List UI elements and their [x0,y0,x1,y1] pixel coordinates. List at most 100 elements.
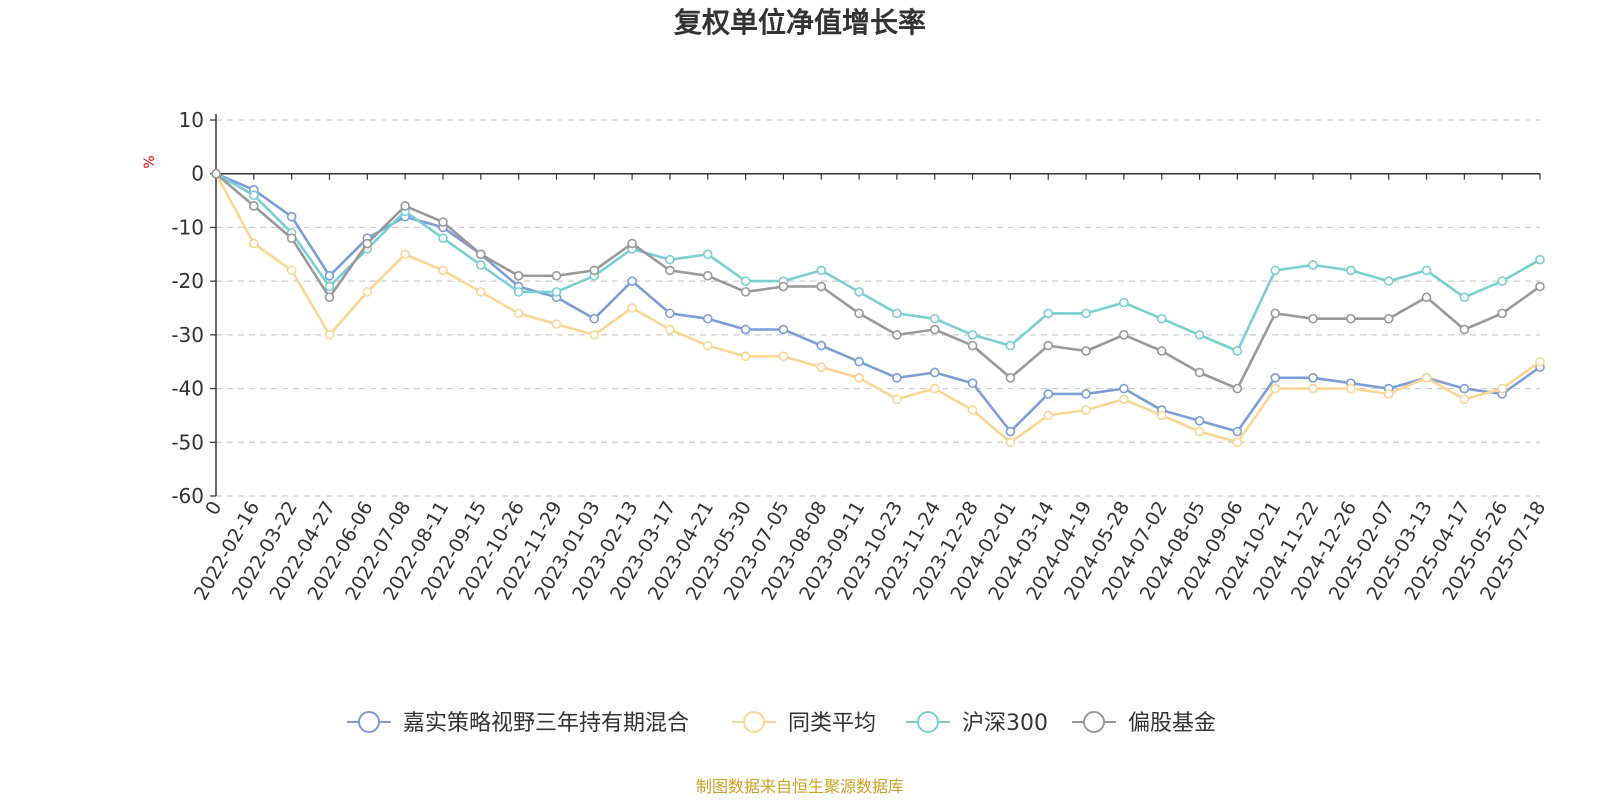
data-point [1421,373,1432,383]
data-point [702,249,713,260]
chart-title: 复权单位净值增长率 [674,6,926,39]
data-point [627,303,637,313]
data-point [740,324,751,335]
data-point [816,362,827,372]
data-point [1383,389,1394,399]
data-point [778,351,789,362]
data-point [816,340,827,351]
data-point [1156,313,1167,324]
data-point [1119,330,1129,340]
data-point [740,276,751,286]
data-point [324,292,335,303]
data-point [1043,308,1054,319]
data-point [816,265,827,276]
data-point [1421,265,1432,276]
data-point [286,265,297,276]
data-point [249,201,259,211]
y-tick-label: 0 [191,162,204,186]
series-line-1 [214,173,1541,444]
data-point [513,270,524,281]
data-point [551,287,562,297]
data-point [778,324,789,335]
data-point [1270,373,1280,383]
data-point [438,217,448,227]
data-point [929,313,940,324]
legend-label: 嘉实策略视野三年持有期混合 [403,711,689,736]
data-point [854,373,864,383]
data-point [1497,383,1507,394]
data-point [1156,346,1167,356]
data-point [1459,324,1470,335]
data-point [324,281,335,292]
data-point [929,383,940,394]
data-point [475,249,486,260]
data-point [778,281,789,292]
data-point [1308,260,1318,270]
source-note: 制图数据来自恒生聚源数据库 [696,777,904,796]
data-point [1232,426,1243,437]
data-point [1232,346,1243,356]
data-point [1005,437,1016,448]
data-point [249,190,259,200]
data-point [1043,410,1054,421]
data-point [1308,373,1318,383]
legend: 嘉实策略视野三年持有期混合 同类平均 沪深300 偏股基金 [347,711,1216,736]
legend-marker [917,711,939,733]
data-point [362,287,373,297]
legend-marker [358,711,380,733]
data-point [1119,394,1129,405]
data-point [627,276,637,286]
data-point [740,351,751,362]
data-point [1459,394,1470,405]
data-point [1194,367,1205,378]
series-line-0 [215,172,1541,433]
data-point [702,313,713,324]
data-point [1346,265,1356,276]
data-point [551,270,562,281]
data-point [589,313,600,324]
data-point [1119,297,1129,308]
data-point [967,340,978,351]
y-axis: 10 0 -10 -20 -30 -40 -50 -60 [171,108,217,508]
data-point [816,281,827,292]
data-point [1346,383,1356,394]
data-point [665,324,675,335]
y-tick-label: -30 [171,323,204,347]
data-point [1270,265,1280,276]
series-lines [211,168,1545,448]
data-point [438,233,448,243]
y-tick-label: -60 [171,484,204,508]
data-point [1383,276,1394,286]
series-line-2 [215,172,1541,353]
data-point [324,330,335,340]
data-point [1081,308,1091,319]
data-point [892,308,902,319]
data-point [475,287,486,297]
data-point [1194,330,1205,340]
data-point [892,330,902,340]
data-point [1005,373,1016,383]
data-point [1497,308,1507,319]
y-tick-label: 10 [179,108,204,132]
data-point [1156,410,1167,421]
data-point [702,340,713,351]
data-point [1005,426,1016,437]
data-point [627,238,637,249]
data-point [1421,292,1432,303]
y-axis-unit: % [142,155,158,168]
data-point [740,287,751,297]
data-point [551,319,562,329]
y-tick-label: -20 [171,269,204,293]
data-point [513,287,524,297]
y-tick-label: -50 [171,430,204,454]
data-point [1383,313,1394,324]
data-point [665,265,675,276]
data-point [1194,426,1205,437]
data-point [1270,383,1280,394]
x-tick-label: 0 [201,498,226,519]
data-point [1497,276,1507,286]
data-point [702,270,713,281]
data-point [1232,383,1243,394]
data-point [362,238,373,249]
data-point [967,378,978,389]
